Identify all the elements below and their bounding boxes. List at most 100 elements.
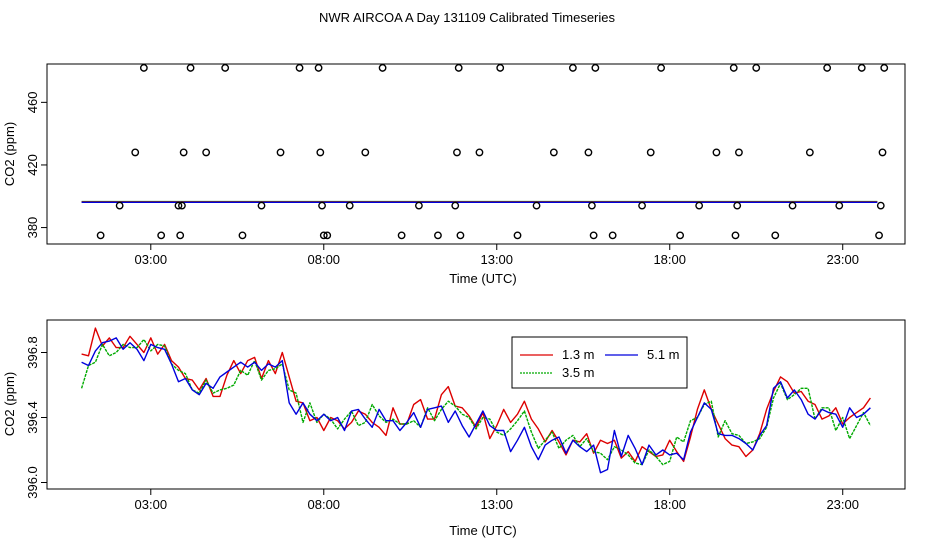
data-point [857,64,866,72]
panel-top-y-tick-label: 380 [25,217,40,239]
data-point [434,231,442,240]
data-point [584,148,593,157]
data-point [115,201,124,210]
panel-bottom-y-label: CO2 (ppm) [2,372,17,436]
data-point [589,231,598,240]
data-point [496,64,505,72]
data-point [139,64,148,72]
data-point [731,231,740,240]
series-line-1-3-m [81,327,871,463]
data-point [876,201,885,210]
data-point [314,64,323,72]
data-point [712,148,721,157]
data-point [131,148,140,157]
data-point [316,148,325,157]
data-point [361,148,370,157]
data-point [880,64,889,72]
data-point [788,201,797,210]
data-point [221,64,230,72]
data-point [456,231,465,240]
data-point [752,64,761,72]
data-point [805,148,814,157]
data-point [96,231,105,240]
data-point [453,148,461,157]
series-line-5-1-m [81,337,871,474]
panel-bottom-x-tick-label: 08:00 [308,497,341,512]
data-point [323,231,332,240]
panel-bottom-x-axis: 03:00 08:00 13:00 18:00 23:00 [135,489,859,512]
legend-box [511,336,688,389]
data-point [735,148,743,157]
data-point [875,231,883,240]
data-point [257,201,266,210]
data-point [378,64,387,72]
panel-top-points [96,64,889,240]
panel-bottom-y-tick-label: 396.0 [25,466,40,499]
panel-bottom-y-axis: 396.0 396.4 396.8 [25,336,47,499]
data-point [695,201,704,210]
data-point [587,201,596,210]
data-point [319,231,328,240]
panel-bottom-x-tick-label: 23:00 [826,497,859,512]
data-point [179,148,188,157]
data-point [513,231,522,240]
data-point [676,231,685,240]
legend-label-3-5m: 3.5 m [562,365,595,380]
data-point [186,64,195,72]
data-point [397,231,406,240]
data-point [591,64,600,72]
series-line-3-5-m [80,338,872,466]
panel-bottom-x-tick-label: 13:00 [480,497,513,512]
data-point [771,231,780,240]
panel-top-y-label: CO2 (ppm) [2,122,17,186]
data-point [532,201,541,210]
figure-title: NWR AIRCOA A Day 131109 Calibrated Times… [319,10,615,25]
panel-bottom-x-tick-label: 03:00 [135,497,168,512]
panel-bottom-frame [46,319,906,490]
data-point [415,201,423,210]
data-point [345,201,354,210]
panel-top-y-tick-label: 420 [25,154,40,176]
panel-bottom-y-tick-label: 396.4 [25,401,40,434]
data-point [638,201,646,210]
panel-top-x-tick-label: 13:00 [480,252,513,267]
data-point [835,201,844,210]
legend-label-5-1m: 5.1 m [647,347,680,362]
panel-top-y-tick-label: 460 [25,91,40,113]
data-point [176,231,185,240]
panel-top-x-tick-label: 18:00 [653,252,686,267]
panel-top-frame [46,63,906,245]
data-point [549,148,558,157]
data-point [174,201,183,210]
data-point [276,148,285,157]
data-point [823,64,832,72]
panel-bottom-series [80,327,872,474]
data-point [475,148,484,157]
data-point [608,231,617,240]
panel-top-x-tick-label: 03:00 [135,252,168,267]
data-point [202,148,211,157]
data-point [454,64,463,72]
legend: 1.3 m 5.1 m 3.5 m [511,336,688,389]
data-point [178,201,186,210]
panel-top-x-axis: 03:00 08:00 13:00 18:00 23:00 [135,244,859,267]
panel-bottom-x-tick-label: 18:00 [653,497,686,512]
data-point [157,231,166,240]
panel-bottom-y-tick-label: 396.8 [25,336,40,369]
data-point [729,64,738,72]
data-point [657,64,665,72]
data-point [733,201,742,210]
data-point [295,64,304,72]
panel-bottom-x-label: Time (UTC) [449,523,516,538]
data-point [568,64,577,72]
panel-top-x-tick-label: 23:00 [826,252,859,267]
data-point [238,231,247,240]
panel-bottom-line: 03:00 08:00 13:00 18:00 23:00 396.0396.4396.… [2,319,906,538]
data-point [451,201,460,210]
panel-top-x-tick-label: 08:00 [308,252,341,267]
data-point [318,201,326,210]
legend-label-1-3m: 1.3 m [562,347,595,362]
data-point [646,148,655,157]
data-point [878,148,887,157]
